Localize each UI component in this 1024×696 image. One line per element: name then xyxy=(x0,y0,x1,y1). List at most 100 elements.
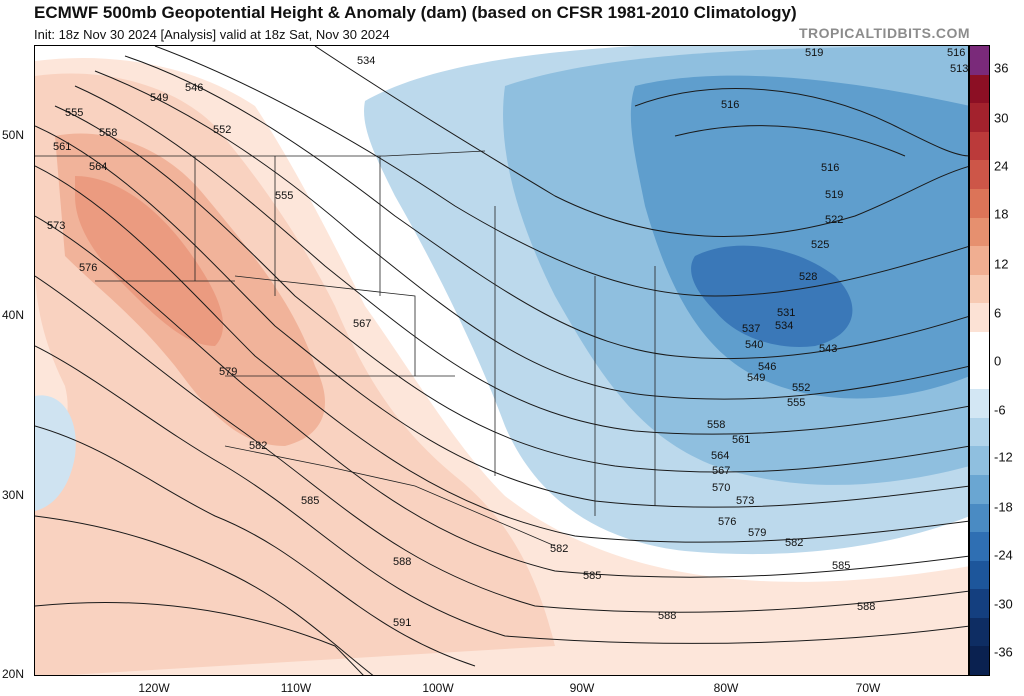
contour-label: 585 xyxy=(583,570,601,582)
anomaly-colorbar xyxy=(969,45,990,676)
contour-label: 531 xyxy=(777,307,795,319)
colorbar-cell xyxy=(970,246,989,275)
colorbar-cell xyxy=(970,589,989,618)
contour-label: 516 xyxy=(821,162,839,174)
lon-label: 120W xyxy=(138,681,170,695)
colorbar-cell xyxy=(970,532,989,561)
contour-label: 573 xyxy=(736,495,754,507)
lat-label: 30N xyxy=(2,488,25,502)
contour-label: 546 xyxy=(185,82,203,94)
contour-label: 588 xyxy=(393,556,411,568)
contour-label: 522 xyxy=(825,214,843,226)
cold-anomaly-core xyxy=(691,245,853,347)
colorbar-tick-label: 6 xyxy=(994,305,1002,321)
contour-label: 528 xyxy=(799,271,817,283)
contour-label: 582 xyxy=(550,543,568,555)
lat-label: 50N xyxy=(2,128,25,142)
colorbar-tick-label: 24 xyxy=(994,158,1009,174)
colorbar-cell xyxy=(970,474,989,504)
contour-label: 567 xyxy=(712,465,730,477)
colorbar-cell xyxy=(970,560,989,590)
contour-label: 576 xyxy=(718,516,736,528)
colorbar-tick-label: 30 xyxy=(994,110,1009,126)
contour-label: 552 xyxy=(792,382,810,394)
contour-label: 561 xyxy=(53,141,71,153)
colorbar-tick-label: -18 xyxy=(994,499,1013,515)
contour-label: 543 xyxy=(819,343,837,355)
cold-pocket-pacific xyxy=(35,395,76,511)
contour-label: 576 xyxy=(79,262,97,274)
contour-label: 519 xyxy=(805,47,823,59)
cold-anomaly-inner xyxy=(630,75,968,399)
colorbar-cell xyxy=(970,160,989,189)
colorbar-cell xyxy=(970,446,989,475)
map-panel: 534 546 549 552 555 555 558 561 564 567 … xyxy=(34,45,969,676)
contour-label: 549 xyxy=(150,92,168,104)
contour-label: 585 xyxy=(301,495,319,507)
lon-label: 100W xyxy=(422,681,454,695)
colorbar-cell xyxy=(970,360,989,390)
contour-label: 516 xyxy=(721,99,739,111)
contour-label: 588 xyxy=(658,610,676,622)
contour-label: 564 xyxy=(89,161,107,173)
colorbar-tick-label: -6 xyxy=(994,402,1006,418)
contour-label: 564 xyxy=(711,450,729,462)
colorbar-cell xyxy=(970,217,989,247)
colorbar-cell xyxy=(970,417,989,447)
colorbar-tick-label: -30 xyxy=(994,596,1013,612)
contour-label: 567 xyxy=(353,318,371,330)
contour-label: 582 xyxy=(249,440,267,452)
colorbar-cell xyxy=(970,131,989,161)
colorbar-tick-label: -12 xyxy=(994,449,1013,465)
lat-label: 40N xyxy=(2,308,25,322)
warm-anomaly-peak xyxy=(75,176,224,346)
colorbar-tick-label: 0 xyxy=(994,353,1002,369)
colorbar-tick-label: -36 xyxy=(994,644,1013,660)
contour-label: 537 xyxy=(742,323,760,335)
contour-label: 570 xyxy=(712,482,730,494)
colorbar-cell xyxy=(970,74,989,104)
colorbar-cell xyxy=(970,103,989,132)
contour-label: 534 xyxy=(357,55,375,67)
contour-label: 561 xyxy=(732,434,750,446)
lat-label: 20N xyxy=(2,667,25,681)
colorbar-cell xyxy=(970,46,989,75)
contour-label: 516 xyxy=(947,47,965,59)
colorbar-cell xyxy=(970,503,989,533)
site-watermark: TROPICALTIDBITS.COM xyxy=(798,25,970,41)
colorbar-cell xyxy=(970,331,989,361)
contour-label: 555 xyxy=(65,107,83,119)
contour-label: 582 xyxy=(785,537,803,549)
colorbar-cell xyxy=(970,303,989,332)
contour-label: 579 xyxy=(748,527,766,539)
contour-label: 519 xyxy=(825,189,843,201)
contour-label: 558 xyxy=(707,419,725,431)
lon-label: 90W xyxy=(569,681,595,695)
colorbar-cell xyxy=(970,188,989,218)
contour-label: 513 xyxy=(950,63,968,75)
contour-label: 552 xyxy=(213,124,231,136)
map-title: ECMWF 500mb Geopotential Height & Anomal… xyxy=(34,3,797,22)
colorbar-cell xyxy=(970,274,989,304)
colorbar-tick-label: 12 xyxy=(994,256,1009,272)
contour-label: 540 xyxy=(745,339,763,351)
contour-label: 549 xyxy=(747,372,765,384)
height-contours xyxy=(35,46,968,675)
contour-label: 573 xyxy=(47,220,65,232)
colorbar-tick-label: 18 xyxy=(994,206,1009,222)
contour-label: 555 xyxy=(275,190,293,202)
lon-label: 110W xyxy=(280,681,312,695)
lon-label: 80W xyxy=(713,681,739,695)
contour-label: 555 xyxy=(787,397,805,409)
colorbar-cell xyxy=(970,646,989,676)
colorbar-tick-label: 36 xyxy=(994,60,1009,76)
contour-label: 558 xyxy=(99,127,117,139)
contour-label: 534 xyxy=(775,320,793,332)
contour-label: 525 xyxy=(811,239,829,251)
lon-label: 70W xyxy=(855,681,881,695)
contour-label: 591 xyxy=(393,617,411,629)
init-valid-line: Init: 18z Nov 30 2024 [Analysis] valid a… xyxy=(34,27,390,42)
colorbar-tick-label: -24 xyxy=(994,547,1013,563)
contour-label: 579 xyxy=(219,366,237,378)
contour-label: 546 xyxy=(758,361,776,373)
